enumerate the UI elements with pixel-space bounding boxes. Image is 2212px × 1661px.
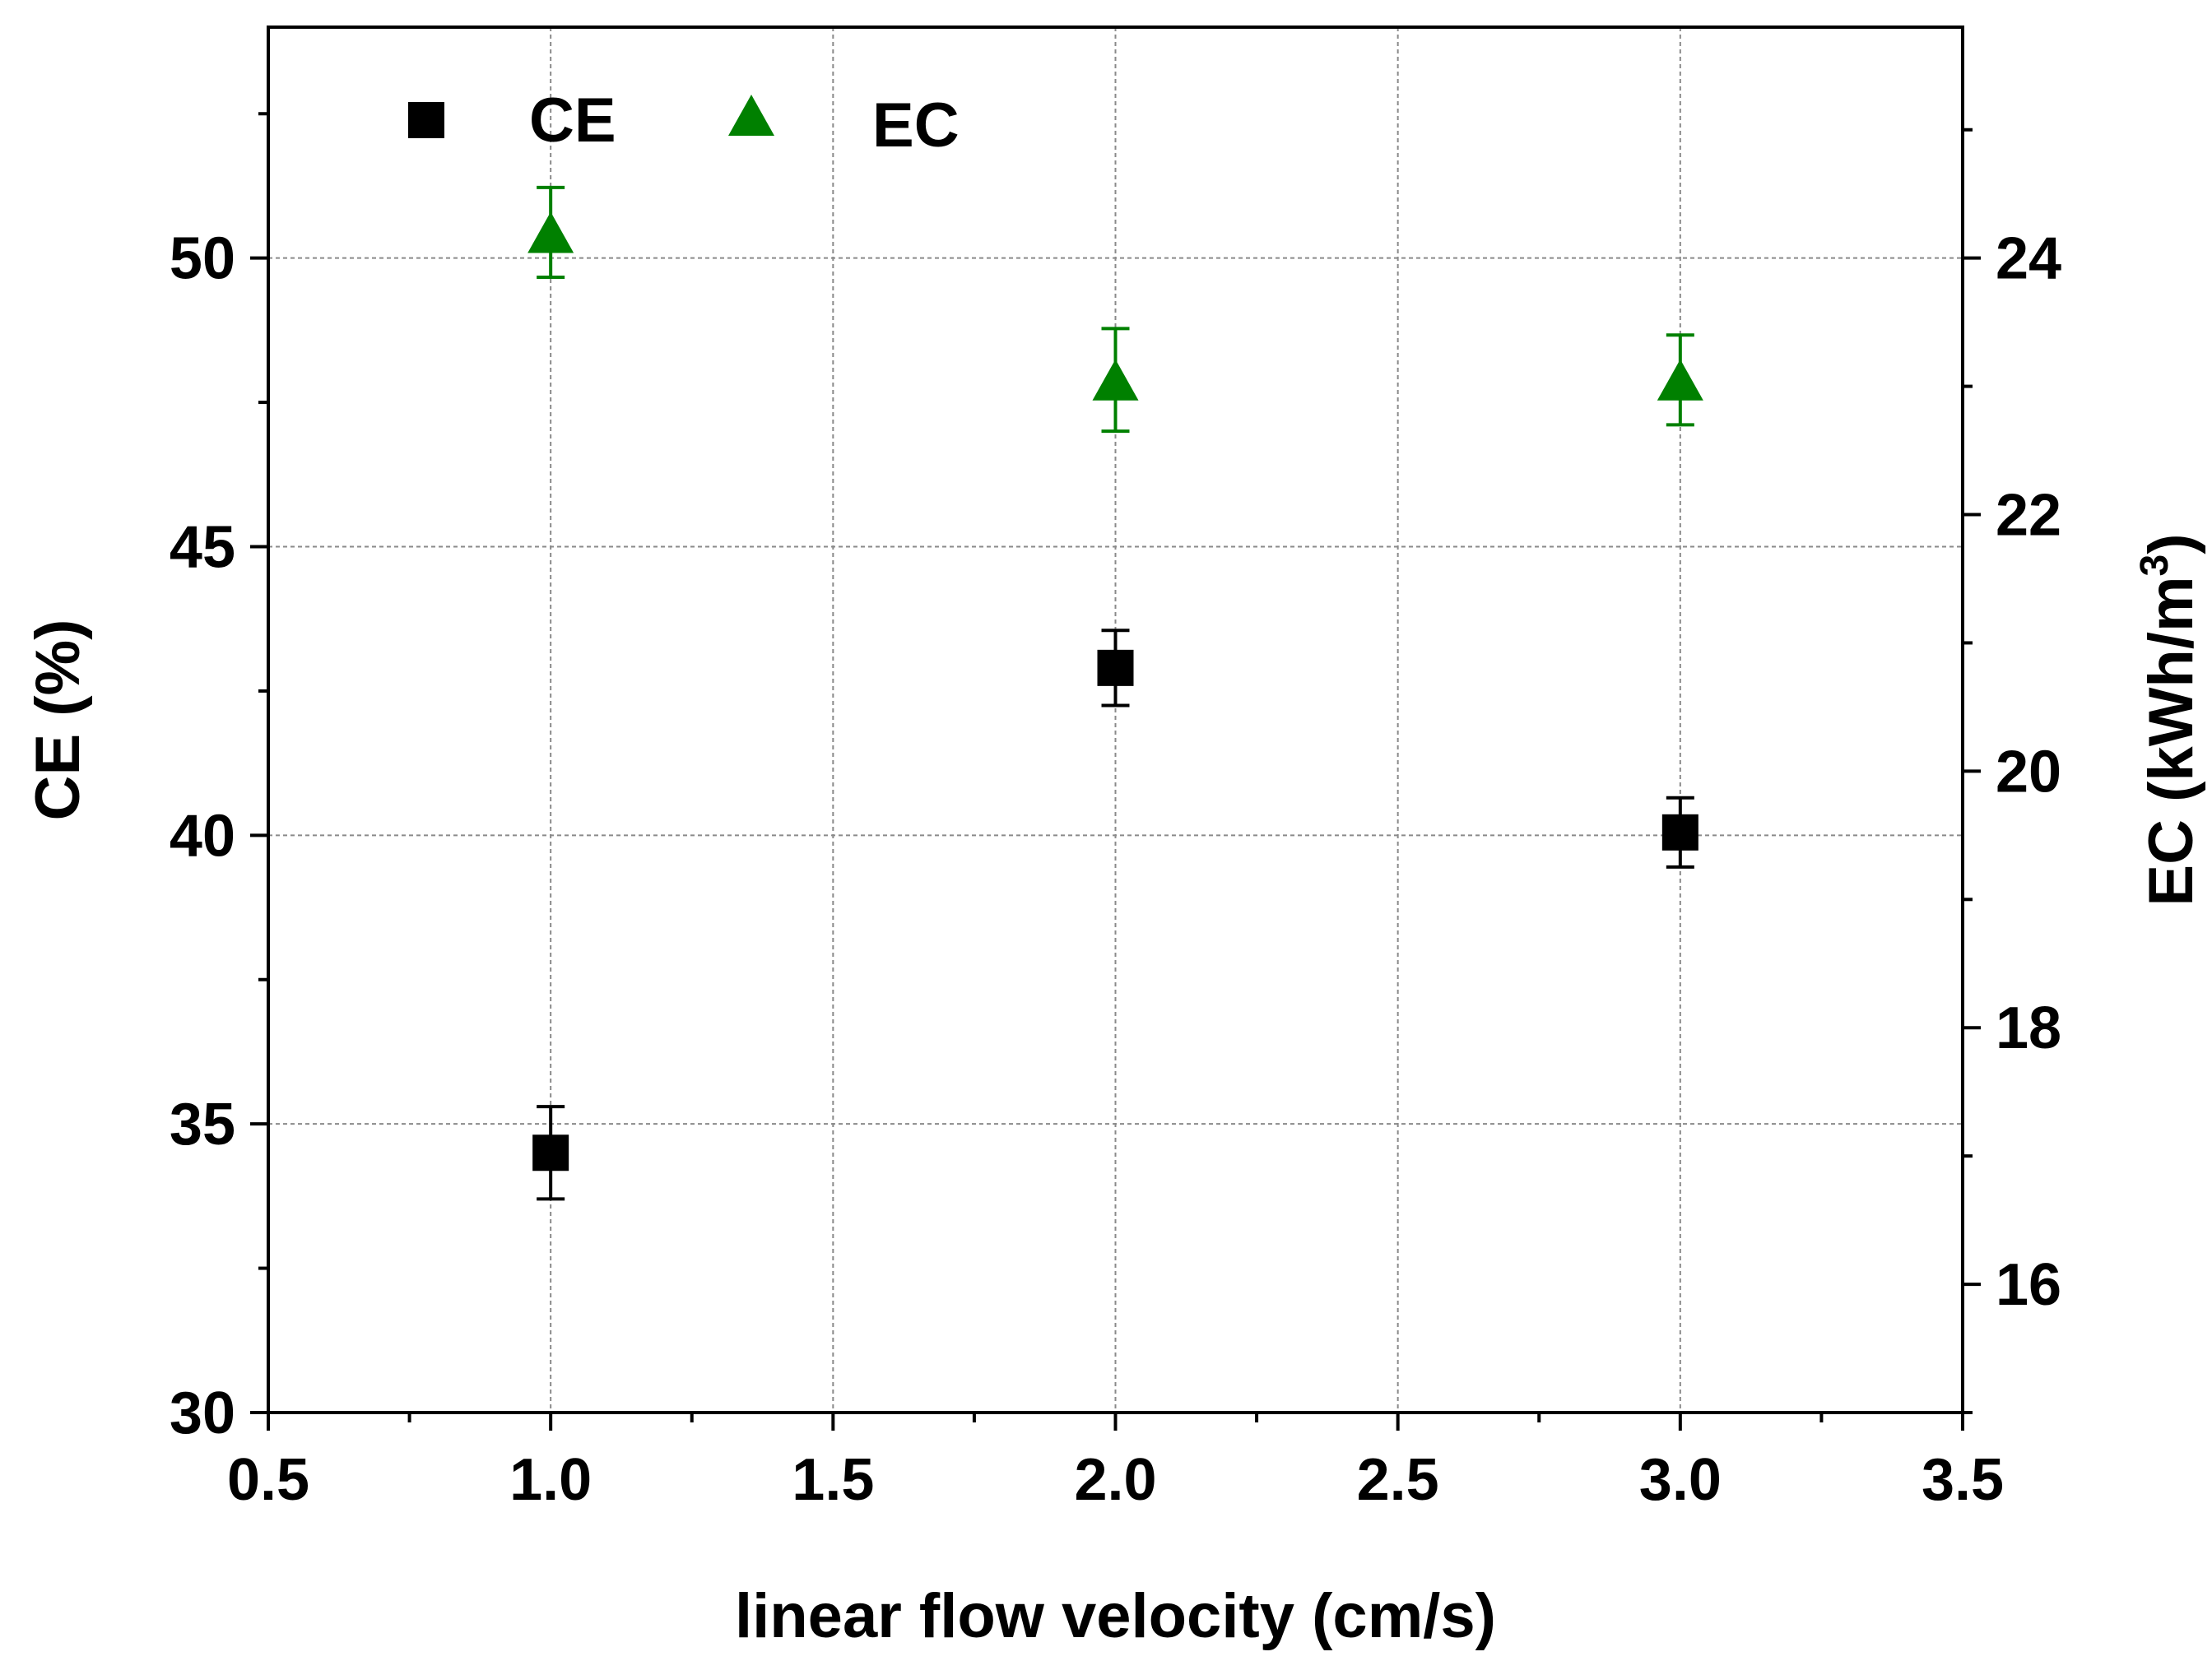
x-tick-label: 2.0 (1074, 1447, 1156, 1513)
y2-tick-label: 16 (1996, 1252, 2061, 1318)
x-tick-label: 3.0 (1639, 1447, 1722, 1513)
y-tick-label: 45 (170, 515, 235, 581)
legend-marker (408, 102, 444, 138)
y2-tick-label: 20 (1996, 739, 2061, 805)
data-point (1092, 359, 1139, 401)
y2-axis-label-close: ) (2136, 533, 2206, 554)
x-tick-label: 1.0 (509, 1447, 592, 1513)
data-point (1661, 814, 1698, 851)
y2-tick-label: 22 (1996, 483, 2061, 549)
legend-label: CE (529, 86, 616, 155)
data-point (532, 1134, 569, 1172)
legend-marker (728, 95, 774, 136)
legend-item-ec: EC (728, 90, 960, 160)
y2-tick-label: 18 (1996, 995, 2061, 1061)
series-ce (532, 629, 1698, 1201)
legend: CE EC (408, 86, 960, 160)
x-tick-label: 1.5 (792, 1447, 874, 1513)
data-series (527, 185, 1703, 1201)
y-tick-label: 50 (170, 226, 235, 292)
y-tick-label: 30 (170, 1380, 235, 1446)
axis-ticks: 0.5 1.0 1.5 2.0 2.5 3.0 3.5 30 35 40 45 50 16 18 20 22 2… (170, 112, 2061, 1513)
legend-label: EC (872, 90, 960, 160)
x-axis-label: linear flow velocity (cm/s) (735, 1581, 1496, 1651)
x-tick-label: 3.5 (1922, 1447, 2004, 1513)
y2-axis-label: EC (kWh/m3) (2133, 533, 2206, 906)
y-tick-label: 40 (170, 803, 235, 869)
legend-item-ce: CE (408, 86, 616, 155)
series-ec (527, 185, 1703, 434)
y2-axis-label-superscript: 3 (2133, 554, 2177, 577)
data-point (1657, 359, 1703, 401)
y-tick-label: 35 (170, 1092, 235, 1158)
y2-tick-label: 24 (1996, 226, 2061, 292)
x-tick-label: 2.5 (1357, 1447, 1439, 1513)
y-axis-label: CE (%) (23, 619, 93, 821)
data-point (527, 211, 574, 253)
y2-axis-label-main: EC (kWh/m (2136, 576, 2206, 906)
data-point (1097, 649, 1134, 686)
x-tick-label: 0.5 (227, 1447, 309, 1513)
